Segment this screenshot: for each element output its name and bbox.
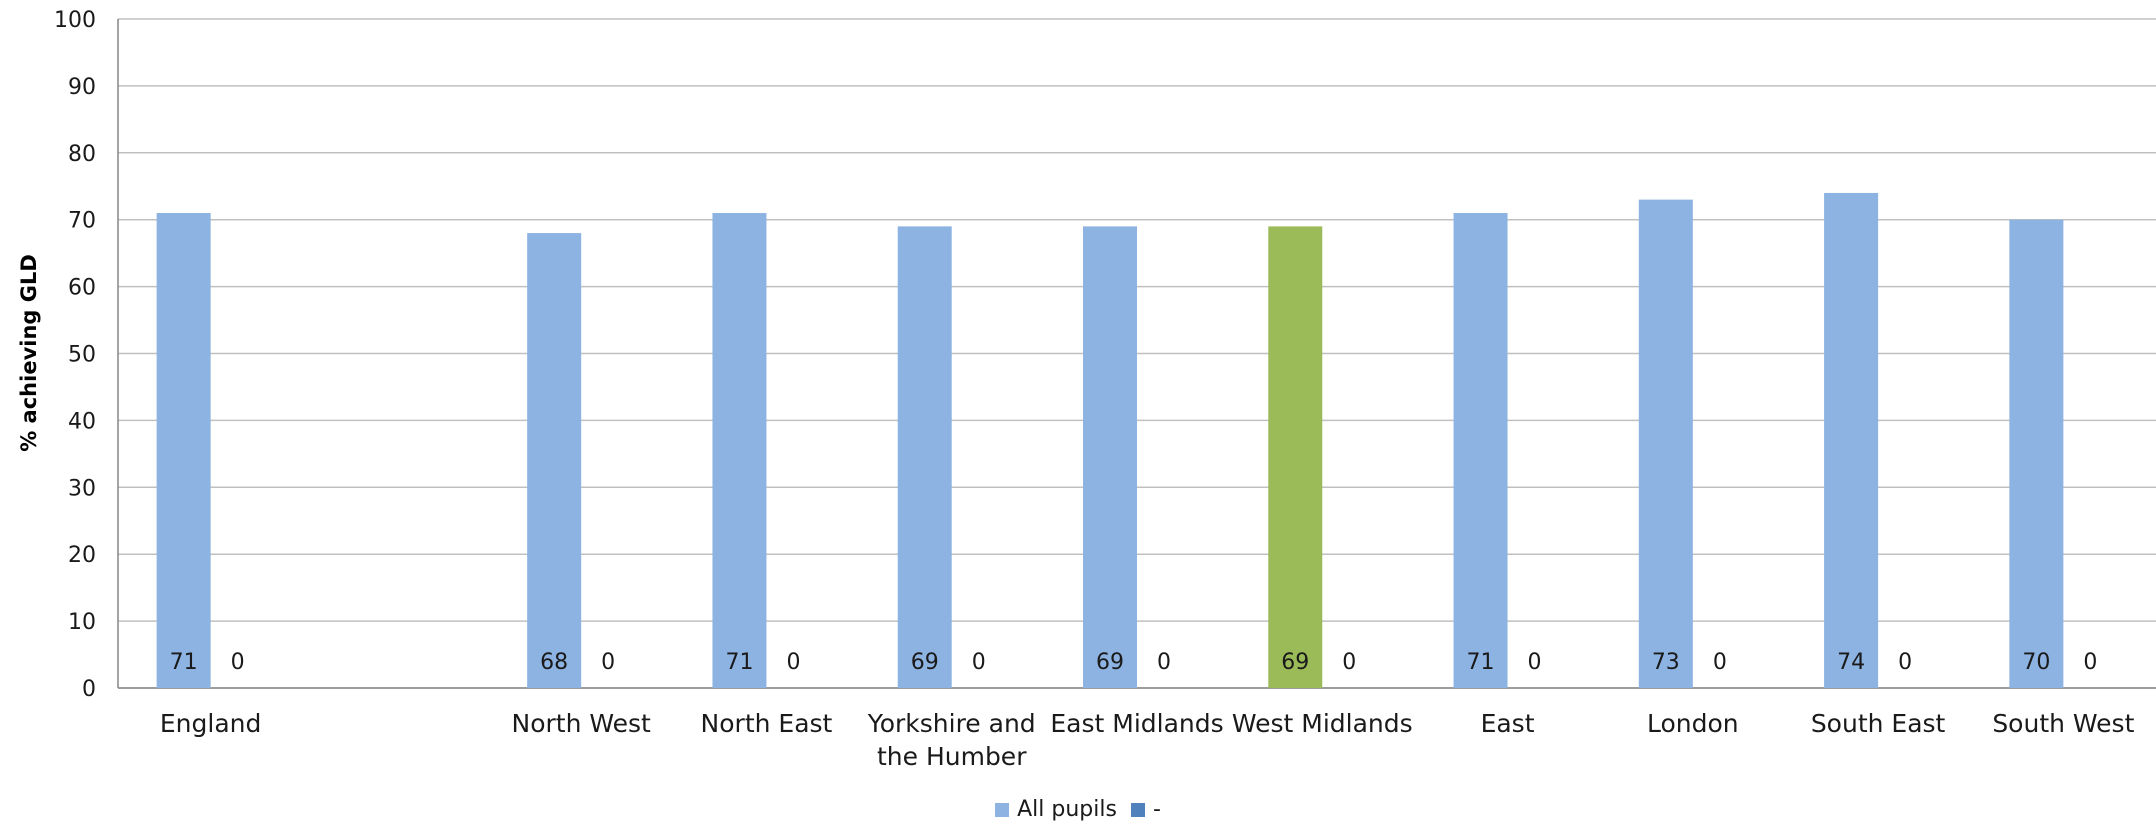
- x-category-label: Yorkshire and: [867, 709, 1036, 738]
- bar-all-pupils: [1268, 226, 1323, 688]
- bar-chart-plot: 0 10 20 30 40 50 60 70 80 90 100 71 0 68 0 71 0 69 0 69 0 69…: [17, 8, 2156, 771]
- legend: All pupils -: [0, 797, 2156, 822]
- data-label-dash-series: 0: [1342, 650, 1356, 675]
- data-label-dash-series: 0: [1713, 650, 1727, 675]
- legend-swatch-dash: [1130, 802, 1145, 817]
- y-tick-label: 0: [82, 677, 96, 702]
- x-category-label: England: [160, 709, 262, 738]
- data-label-dash-series: 0: [1157, 650, 1171, 675]
- x-category-label: South East: [1811, 709, 1946, 738]
- y-tick-label: 30: [68, 476, 96, 501]
- data-label-all-pupils: 68: [540, 650, 568, 675]
- y-tick-label: 90: [68, 75, 96, 100]
- y-tick-label: 50: [68, 343, 96, 368]
- y-tick-label: 20: [68, 543, 96, 568]
- y-tick-label: 40: [68, 409, 96, 434]
- y-tick-label: 80: [68, 142, 96, 167]
- x-category-label: London: [1647, 709, 1739, 738]
- legend-label-dash: -: [1152, 797, 1161, 822]
- data-label-all-pupils: 74: [1837, 650, 1865, 675]
- x-axis-category-labels: England North West North East Yorkshire and…: [160, 709, 2135, 771]
- bar-all-pupils: [2009, 219, 2064, 688]
- y-axis-tick-labels: 0 10 20 30 40 50 60 70 80 90 100: [54, 8, 96, 702]
- x-category-label: the Humber: [877, 742, 1027, 771]
- data-label-dash-series: 0: [601, 650, 615, 675]
- bar-all-pupils: [156, 213, 211, 688]
- bar-all-pupils: [1824, 192, 1879, 688]
- bar-all-pupils: [1083, 226, 1137, 688]
- data-label-all-pupils: 73: [1652, 650, 1680, 675]
- bars: [156, 192, 2064, 688]
- data-label-all-pupils: 70: [2022, 650, 2050, 675]
- legend-entry-all-pupils: All pupils: [995, 797, 1117, 822]
- data-label-dash-series: 0: [1898, 650, 1912, 675]
- y-tick-label: 100: [54, 8, 96, 33]
- bar-all-pupils: [1638, 199, 1693, 688]
- x-category-label: East: [1481, 709, 1535, 738]
- data-label-all-pupils: 71: [170, 650, 198, 675]
- data-label-all-pupils: 69: [911, 650, 939, 675]
- data-label-dash-series: 0: [972, 650, 986, 675]
- y-tick-label: 60: [68, 276, 96, 301]
- legend-label-all-pupils: All pupils: [1017, 797, 1117, 822]
- x-category-label: East Midlands: [1050, 709, 1223, 738]
- bar-all-pupils: [1453, 213, 1508, 688]
- bar-all-pupils: [897, 226, 952, 688]
- data-label-all-pupils: 69: [1281, 650, 1309, 675]
- bar-all-pupils: [527, 233, 582, 688]
- y-axis-title: % achieving GLD: [17, 254, 41, 452]
- data-label-dash-series: 0: [2083, 650, 2097, 675]
- data-label-dash-series: 0: [231, 650, 245, 675]
- legend-entry-dash: -: [1130, 797, 1161, 822]
- x-category-label: North East: [701, 709, 833, 738]
- data-label-all-pupils: 71: [1467, 650, 1495, 675]
- bar-all-pupils: [712, 213, 767, 688]
- data-label-dash-series: 0: [1528, 650, 1542, 675]
- x-category-label: North West: [512, 709, 652, 738]
- data-label-dash-series: 0: [786, 650, 800, 675]
- x-category-label: West Midlands: [1232, 709, 1413, 738]
- x-category-label: South West: [1992, 709, 2134, 738]
- data-label-all-pupils: 69: [1096, 650, 1124, 675]
- legend-swatch-all-pupils: [995, 802, 1010, 817]
- y-tick-label: 10: [68, 610, 96, 635]
- y-tick-label: 70: [68, 209, 96, 234]
- data-label-all-pupils: 71: [725, 650, 753, 675]
- data-labels: 71 0 68 0 71 0 69 0 69 0 69 0 71 0 73 0 74 0 70 0: [170, 650, 2098, 675]
